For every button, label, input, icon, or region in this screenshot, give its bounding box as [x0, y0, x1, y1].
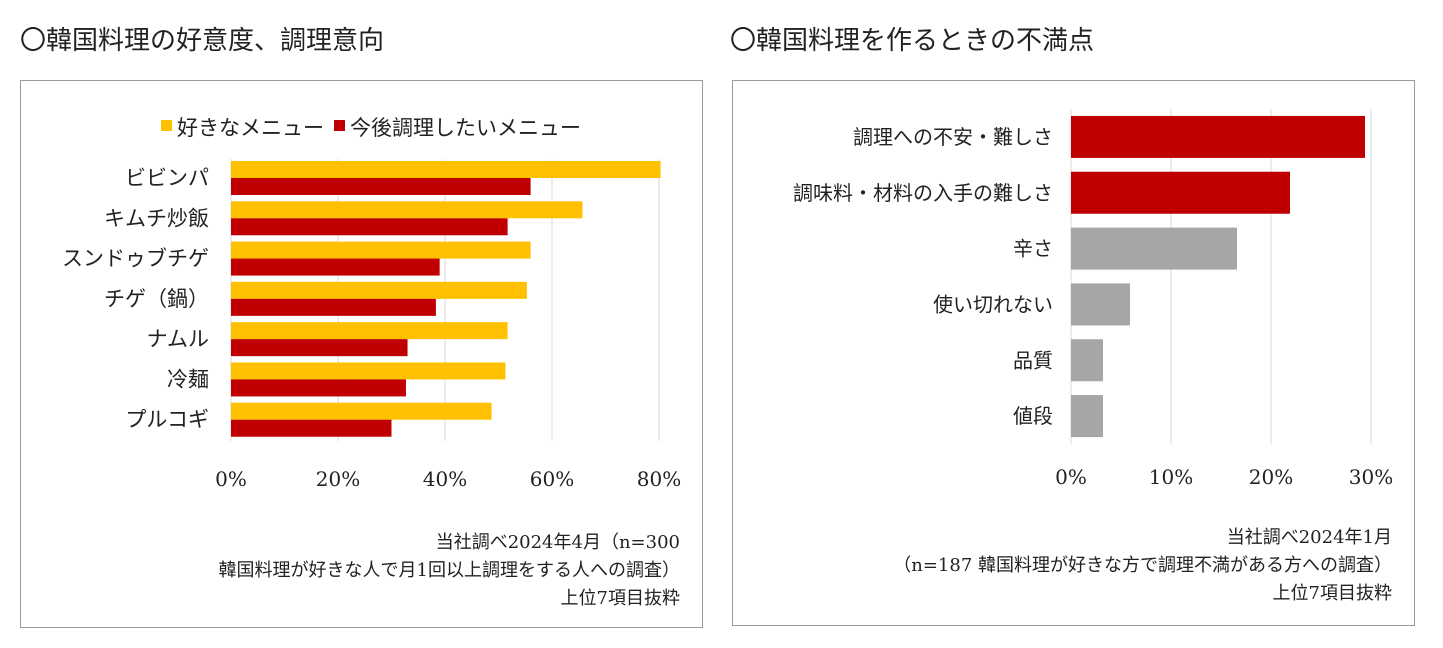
right-note-line: 上位7項目抜粋 [1272, 583, 1392, 604]
bar [231, 178, 531, 195]
right-note-line: （n=187 韓国料理が好きな方で調理不満がある方への調査） [893, 555, 1392, 576]
legend-swatch [334, 120, 345, 131]
bar [1071, 395, 1103, 438]
bar [231, 379, 406, 397]
bar [231, 339, 408, 357]
bar [231, 201, 583, 219]
category-label: 辛さ [1013, 237, 1053, 261]
bar [1071, 115, 1365, 158]
left-chart-panel: 0% 20% 40% 60% 80% ビビンパキムチ炒飯スンドゥブチゲチゲ（鍋） ナムル冷麺… [20, 80, 703, 628]
left-note-line: 上位7項目抜粋 [560, 588, 680, 609]
legend-label: 今後調理したいメニュー [350, 116, 581, 140]
x-tick-label: 20% [1249, 465, 1293, 489]
legend-label: 好きなメニュー [177, 116, 324, 140]
bar [231, 281, 527, 299]
category-label: キムチ炒飯 [104, 206, 209, 230]
x-tick-label: 20% [316, 467, 360, 491]
right-source-note: 当社調べ2024年1月 （n=187 韓国料理が好きな方で調理不満がある方への調… [893, 524, 1392, 608]
legend-swatch [161, 120, 172, 131]
left-chart-heading: 〇韓国料理の好意度、調理意向 [20, 26, 385, 56]
bar [231, 298, 436, 316]
bar [231, 402, 492, 420]
bar [231, 322, 508, 340]
right-bar-chart: 0% 10% 20% 30% 調理への不安・難しさ調味料・材料の入手の難しさ辛さ使い切れ… [793, 109, 1393, 489]
bar [231, 218, 508, 236]
right-chart-heading: 〇韓国料理を作るときの不満点 [730, 26, 1095, 56]
bar [231, 419, 392, 437]
x-tick-label: 60% [530, 467, 574, 491]
bar [1071, 339, 1103, 382]
category-label: ビビンパ [125, 166, 209, 190]
bar [231, 362, 506, 380]
x-tick-label: 10% [1149, 465, 1193, 489]
category-label: 値段 [1013, 404, 1053, 428]
category-label: チゲ（鍋） [104, 287, 209, 311]
category-label: 冷麺 [167, 367, 209, 391]
category-label: 使い切れない [933, 292, 1053, 316]
category-label: 調理への不安・難しさ [853, 125, 1053, 149]
left-source-note: 当社調べ2024年4月（n=300 韓国料理が好きな人で月1回以上調理をする人へ… [219, 529, 680, 613]
left-note-line: 韓国料理が好きな人で月1回以上調理をする人への調査） [218, 560, 680, 581]
right-chart-panel: 0% 10% 20% 30% 調理への不安・難しさ調味料・材料の入手の難しさ辛さ使い切れ… [732, 80, 1415, 626]
x-tick-label: 0% [215, 467, 247, 491]
bar [231, 161, 661, 178]
x-tick-label: 30% [1349, 465, 1393, 489]
category-label: ナムル [147, 327, 209, 351]
x-tick-label: 40% [423, 467, 467, 491]
bar [231, 258, 440, 276]
bar [1071, 283, 1130, 326]
category-label: 調味料・材料の入手の難しさ [793, 181, 1053, 205]
category-label: 品質 [1013, 348, 1053, 372]
right-note-line: 当社調べ2024年1月 [1226, 527, 1392, 548]
x-tick-label: 0% [1055, 465, 1087, 489]
left-note-line: 当社調べ2024年4月（n=300 [435, 532, 680, 553]
bar [231, 241, 531, 259]
category-label: スンドゥブチゲ [62, 247, 209, 271]
category-label: プルコギ [125, 408, 209, 432]
bar [1071, 227, 1237, 270]
bar [1071, 171, 1290, 214]
x-tick-label: 80% [637, 467, 681, 491]
